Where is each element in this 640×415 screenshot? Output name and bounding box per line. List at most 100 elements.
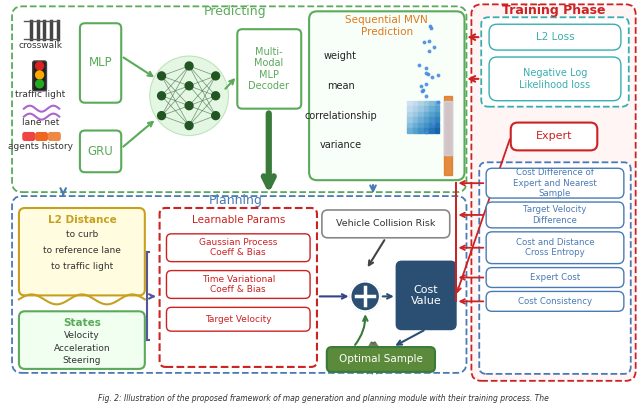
Text: mean: mean xyxy=(326,81,355,91)
FancyBboxPatch shape xyxy=(486,268,624,288)
Bar xyxy=(419,101,423,106)
Bar xyxy=(435,106,440,111)
Bar xyxy=(424,106,429,111)
FancyBboxPatch shape xyxy=(309,11,465,180)
FancyBboxPatch shape xyxy=(166,308,310,331)
Text: Acceleration: Acceleration xyxy=(54,344,110,353)
Text: Cost Difference of
Expert and Nearest
Sample: Cost Difference of Expert and Nearest Sa… xyxy=(513,168,597,198)
Bar xyxy=(419,122,423,127)
Bar xyxy=(413,128,418,133)
FancyBboxPatch shape xyxy=(36,132,47,140)
FancyBboxPatch shape xyxy=(397,261,456,329)
Text: Planning: Planning xyxy=(209,193,262,207)
Circle shape xyxy=(36,80,44,88)
Bar xyxy=(413,106,418,111)
FancyBboxPatch shape xyxy=(19,208,145,295)
Circle shape xyxy=(185,102,193,110)
Text: L2 Loss: L2 Loss xyxy=(536,32,574,42)
Bar xyxy=(419,106,423,111)
Text: Time Variational
Coeff & Bias: Time Variational Coeff & Bias xyxy=(202,275,275,294)
Text: States: States xyxy=(63,318,101,328)
Text: Optimal Sample: Optimal Sample xyxy=(339,354,423,364)
Bar xyxy=(424,117,429,122)
Text: to reference lane: to reference lane xyxy=(43,246,121,255)
Text: to curb: to curb xyxy=(66,230,98,239)
Circle shape xyxy=(212,72,220,80)
Text: agents history: agents history xyxy=(8,142,73,151)
FancyBboxPatch shape xyxy=(486,232,624,264)
Bar xyxy=(435,128,440,133)
Circle shape xyxy=(36,62,44,70)
Text: Fig. 2: Illustration of the proposed framework of map generation and planning mo: Fig. 2: Illustration of the proposed fra… xyxy=(99,394,549,403)
Bar xyxy=(419,128,423,133)
Bar xyxy=(435,101,440,106)
Bar xyxy=(408,128,412,133)
Text: crosswalk: crosswalk xyxy=(19,41,63,50)
Text: Vehicle Collision Risk: Vehicle Collision Risk xyxy=(336,220,435,228)
FancyBboxPatch shape xyxy=(237,29,301,109)
Circle shape xyxy=(185,62,193,70)
Text: Training Phase: Training Phase xyxy=(502,4,606,17)
FancyBboxPatch shape xyxy=(489,24,621,50)
Bar xyxy=(408,112,412,117)
Text: Target Velocity
Difference: Target Velocity Difference xyxy=(524,205,587,225)
Circle shape xyxy=(185,82,193,90)
Bar xyxy=(429,117,434,122)
Bar xyxy=(435,122,440,127)
Text: MLP: MLP xyxy=(89,56,113,69)
Text: Negative Log
Likelihood loss: Negative Log Likelihood loss xyxy=(520,68,591,90)
Bar xyxy=(413,122,418,127)
Text: Target Velocity: Target Velocity xyxy=(205,315,271,324)
Text: Cost Consistency: Cost Consistency xyxy=(518,297,592,306)
Bar xyxy=(408,106,412,111)
FancyBboxPatch shape xyxy=(486,291,624,311)
FancyBboxPatch shape xyxy=(80,23,121,103)
Text: Expert Cost: Expert Cost xyxy=(530,273,580,282)
Bar xyxy=(424,112,429,117)
Bar xyxy=(435,117,440,122)
Text: L2 Distance: L2 Distance xyxy=(47,215,116,225)
Bar xyxy=(413,117,418,122)
FancyBboxPatch shape xyxy=(159,208,317,367)
FancyBboxPatch shape xyxy=(166,234,310,261)
Text: correlationship: correlationship xyxy=(304,111,377,121)
Bar xyxy=(408,122,412,127)
Text: variance: variance xyxy=(319,140,362,150)
FancyBboxPatch shape xyxy=(33,61,47,91)
Bar xyxy=(419,117,423,122)
Bar xyxy=(424,122,429,127)
Bar xyxy=(413,101,418,106)
Text: Learnable Params: Learnable Params xyxy=(191,215,285,225)
Bar xyxy=(435,112,440,117)
FancyBboxPatch shape xyxy=(19,311,145,369)
Bar xyxy=(424,128,429,133)
Circle shape xyxy=(157,112,166,120)
Bar xyxy=(429,122,434,127)
Circle shape xyxy=(212,92,220,100)
FancyBboxPatch shape xyxy=(166,271,310,298)
FancyBboxPatch shape xyxy=(80,131,121,172)
Bar xyxy=(424,101,429,106)
Bar xyxy=(429,101,434,106)
FancyBboxPatch shape xyxy=(479,162,631,374)
Text: Cost
Value: Cost Value xyxy=(411,285,442,306)
Bar xyxy=(408,117,412,122)
FancyBboxPatch shape xyxy=(472,5,636,381)
Text: GRU: GRU xyxy=(88,145,113,158)
Text: Velocity: Velocity xyxy=(64,331,100,339)
Circle shape xyxy=(212,112,220,120)
Text: Sequential MVN
Prediction: Sequential MVN Prediction xyxy=(346,15,428,37)
Circle shape xyxy=(185,122,193,129)
Text: traffic light: traffic light xyxy=(15,90,66,99)
FancyBboxPatch shape xyxy=(49,132,60,140)
Bar xyxy=(429,106,434,111)
Text: to traffic light: to traffic light xyxy=(51,262,113,271)
Circle shape xyxy=(157,92,166,100)
FancyBboxPatch shape xyxy=(23,132,35,140)
Text: Steering: Steering xyxy=(63,356,101,366)
Bar xyxy=(429,112,434,117)
Text: weight: weight xyxy=(324,51,357,61)
Text: Predicting: Predicting xyxy=(204,5,267,18)
Circle shape xyxy=(36,71,44,79)
FancyBboxPatch shape xyxy=(322,210,450,238)
